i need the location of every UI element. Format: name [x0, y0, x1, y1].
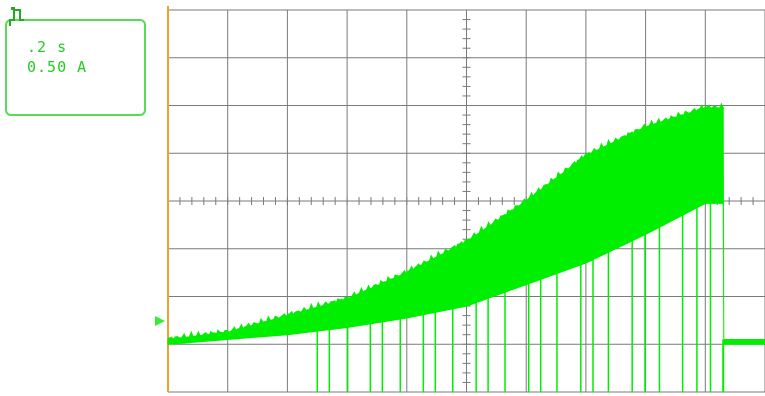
scale-settings-box: .2 s 0.50 A [5, 19, 146, 116]
current-per-division: 0.50 A [27, 58, 88, 76]
time-per-division: .2 s [27, 38, 68, 56]
trace-noise [167, 102, 725, 345]
channel-indicator-icon [9, 7, 24, 26]
current-trace [167, 102, 765, 392]
ground-level-marker-icon [155, 316, 165, 326]
